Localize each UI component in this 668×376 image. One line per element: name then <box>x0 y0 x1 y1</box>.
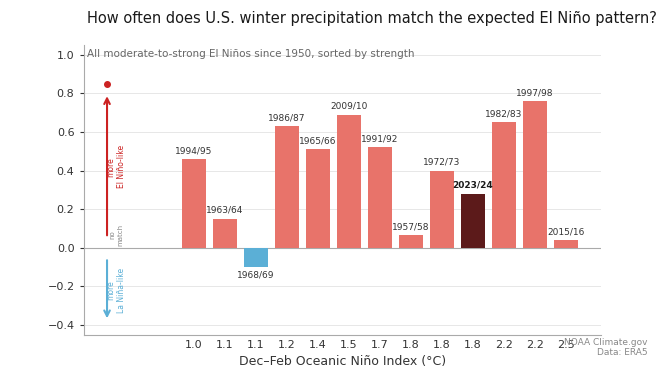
Bar <box>244 248 267 267</box>
Bar <box>399 235 423 248</box>
Bar <box>462 194 484 248</box>
Text: 1972/73: 1972/73 <box>424 158 461 167</box>
Text: All moderate-to-strong El Niños since 1950, sorted by strength: All moderate-to-strong El Niños since 19… <box>87 49 414 59</box>
Text: 2015/16: 2015/16 <box>547 227 584 236</box>
Text: 1982/83: 1982/83 <box>486 109 522 118</box>
Text: 1991/92: 1991/92 <box>361 135 399 144</box>
Bar <box>182 159 206 248</box>
Text: 2009/10: 2009/10 <box>330 102 367 111</box>
Text: more
El Niño-like: more El Niño-like <box>106 145 126 188</box>
Text: 1997/98: 1997/98 <box>516 88 554 97</box>
Bar <box>492 122 516 248</box>
Text: 1986/87: 1986/87 <box>268 113 306 122</box>
Text: 1994/95: 1994/95 <box>175 146 212 155</box>
Bar <box>275 126 299 248</box>
Bar <box>524 101 546 248</box>
X-axis label: Dec–Feb Oceanic Niño Index (°C): Dec–Feb Oceanic Niño Index (°C) <box>238 355 446 368</box>
Text: no
match: no match <box>110 224 123 246</box>
Text: NOAA Climate.gov
Data: ERA5: NOAA Climate.gov Data: ERA5 <box>564 338 648 357</box>
Text: 1968/69: 1968/69 <box>237 271 275 280</box>
Text: more
La Niña-like: more La Niña-like <box>106 268 126 313</box>
Bar <box>213 219 236 248</box>
Bar <box>337 115 361 248</box>
Text: 1963/64: 1963/64 <box>206 206 244 215</box>
Bar <box>368 147 391 248</box>
Text: 1965/66: 1965/66 <box>299 136 337 146</box>
Bar <box>554 240 578 248</box>
Text: 2023/24: 2023/24 <box>453 181 494 190</box>
Bar <box>430 171 454 248</box>
Text: How often does U.S. winter precipitation match the expected El Niño pattern?: How often does U.S. winter precipitation… <box>87 11 657 26</box>
Bar <box>307 149 329 248</box>
Text: 1957/58: 1957/58 <box>392 222 430 231</box>
